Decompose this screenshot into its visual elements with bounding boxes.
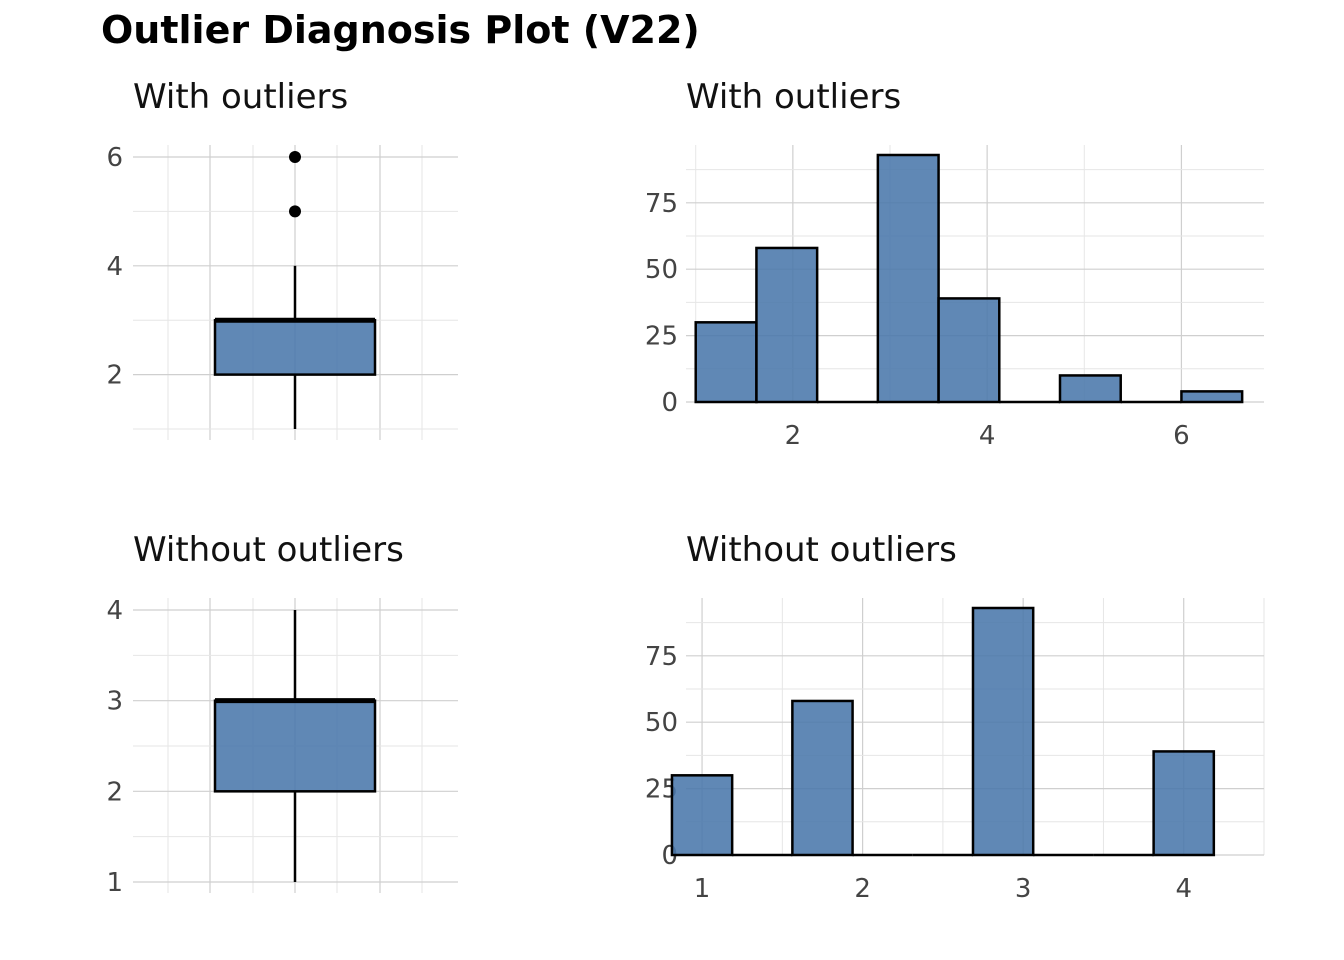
x-tick-label: 3 xyxy=(1015,874,1032,904)
histogram-bar xyxy=(1180,390,1244,404)
figure-title: Outlier Diagnosis Plot (V22) xyxy=(101,8,700,52)
histogram-bar xyxy=(1152,750,1216,857)
histogram-bar xyxy=(791,699,854,857)
box-with-title: With outliers xyxy=(133,77,348,117)
x-tick-label: 2 xyxy=(785,421,802,451)
y-tick-label: 2 xyxy=(106,361,123,391)
box-without-title: Without outliers xyxy=(133,530,404,570)
box-with-panel: With outliers 2 4 6 xyxy=(106,77,458,440)
x-tick-label: 1 xyxy=(694,874,711,904)
histogram-bar xyxy=(670,774,734,857)
histogram-bar xyxy=(876,153,940,404)
y-tick-label: 4 xyxy=(106,252,123,282)
y-tick-label: 50 xyxy=(645,708,678,738)
x-tick-label: 2 xyxy=(854,874,871,904)
hist-with-title: With outliers xyxy=(686,77,901,117)
y-tick-label: 50 xyxy=(645,255,678,285)
x-tick-label: 4 xyxy=(979,421,996,451)
hist-with-panel: With outliers 0 25 50 75 2 4 6 xyxy=(645,77,1264,451)
y-tick-label: 3 xyxy=(106,687,123,717)
box-without-panel: Without outliers 1 2 3 4 xyxy=(106,530,458,898)
box-iqr xyxy=(213,699,377,793)
y-tick-label: 6 xyxy=(106,143,123,173)
histogram-bar xyxy=(937,297,1001,404)
histogram-bar xyxy=(971,606,1035,857)
box-iqr xyxy=(213,318,377,376)
outlier-point xyxy=(289,151,301,163)
histogram-bar xyxy=(694,321,758,404)
y-tick-label: 0 xyxy=(661,388,678,418)
histogram-bar xyxy=(1058,374,1122,404)
hist-without-title: Without outliers xyxy=(686,530,957,570)
y-tick-label: 75 xyxy=(645,642,678,672)
y-tick-label: 1 xyxy=(106,868,123,898)
x-tick-label: 4 xyxy=(1175,874,1192,904)
y-tick-label: 4 xyxy=(106,596,123,626)
y-tick-label: 75 xyxy=(645,189,678,219)
outlier-point xyxy=(289,205,301,218)
y-tick-label: 2 xyxy=(106,777,123,807)
x-tick-label: 6 xyxy=(1173,421,1190,451)
histogram-bar xyxy=(755,246,819,404)
y-tick-label: 25 xyxy=(645,322,678,352)
